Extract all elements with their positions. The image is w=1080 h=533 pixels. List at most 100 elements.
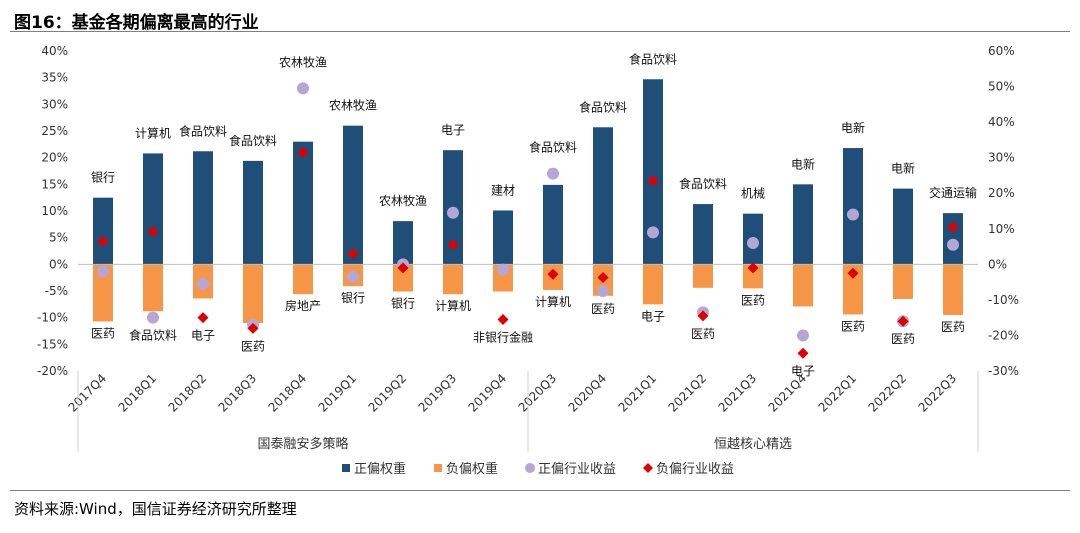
positive-industry-label: 农林牧渔 [329, 99, 377, 113]
positive-return-marker [847, 208, 859, 221]
source-note: 资料来源:Wind，国信证券经济研究所整理 [14, 500, 297, 518]
positive-return-marker [447, 206, 459, 219]
negative-return-marker [497, 313, 509, 325]
y-right-tick-label: -30% [988, 364, 1019, 378]
y-right-tick-label: -10% [988, 293, 1019, 307]
positive-weight-bar [393, 221, 413, 265]
negative-weight-bar [943, 264, 963, 315]
y-right-tick-label: 40% [988, 115, 1015, 129]
x-category-label: 2017Q4 [66, 371, 110, 415]
negative-weight-bar [93, 264, 113, 322]
legend-label: 负偏行业收益 [656, 462, 734, 477]
positive-industry-label: 机械 [741, 186, 765, 201]
positive-weight-bar [343, 125, 363, 265]
y-left-tick-label: 35% [41, 71, 68, 85]
positive-industry-label: 食品饮料 [629, 51, 677, 66]
negative-return-marker [297, 146, 309, 158]
x-category-label: 2019Q4 [466, 371, 510, 415]
legend-label: 正偏行业收益 [538, 462, 616, 477]
negative-return-marker [847, 267, 859, 279]
figure-title: 图16：基金各期偏离最高的行业 [14, 13, 259, 33]
positive-weight-bar [943, 213, 963, 265]
positive-weight-bar [243, 160, 263, 265]
y-right-tick-label: 30% [988, 151, 1015, 165]
positive-weight-bar [893, 188, 913, 265]
legend-swatch [434, 464, 442, 472]
negative-return-marker [897, 315, 909, 327]
x-category-label: 2020Q4 [566, 371, 610, 415]
negative-weight-bar [893, 264, 913, 299]
y-right-tick-label: 0% [988, 257, 1007, 271]
positive-return-marker [747, 237, 759, 249]
title-divider [10, 31, 1070, 32]
positive-industry-label: 农林牧渔 [279, 55, 327, 69]
positive-industry-label: 交通运输 [929, 185, 977, 200]
x-category-label: 2022Q1 [816, 371, 860, 415]
x-category-label: 2018Q3 [216, 371, 260, 415]
negative-industry-label: 电子 [791, 364, 815, 378]
positive-weight-bar [493, 210, 513, 265]
negative-return-marker [397, 262, 409, 274]
positive-weight-bar [593, 127, 613, 265]
negative-return-marker [697, 310, 709, 322]
legend-label: 负偏权重 [446, 461, 498, 477]
negative-industry-label: 食品饮料 [129, 328, 177, 343]
positive-return-marker [297, 82, 309, 95]
negative-industry-label: 房地产 [285, 298, 321, 313]
negative-industry-label: 非银行金融 [473, 329, 533, 344]
positive-weight-bar [293, 141, 313, 265]
negative-return-marker [197, 312, 209, 324]
y-left-tick-label: -10% [37, 311, 68, 325]
positive-return-marker [947, 238, 959, 251]
x-category-label: 2019Q2 [366, 371, 410, 415]
x-category-label: 2018Q4 [266, 371, 310, 415]
chart-canvas: -20% -15% -10% -5% 0% 5% 10% 15% 20% 25% 30% 35% 40%… [37, 44, 1019, 477]
negative-return-marker [747, 262, 759, 274]
negative-industry-label: 电子 [641, 309, 665, 323]
positive-return-marker [547, 167, 559, 180]
x-category-label: 2021Q1 [616, 371, 660, 415]
y-right-tick-label: 60% [988, 44, 1015, 58]
positive-industry-label: 银行 [91, 171, 115, 185]
negative-return-marker [647, 175, 659, 187]
y-left-tick-label: 10% [41, 204, 68, 218]
negative-industry-label: 医药 [241, 339, 265, 353]
x-category-label: 2018Q2 [166, 371, 210, 415]
positive-weight-bar [193, 151, 213, 265]
y-left-tick-label: 5% [49, 231, 68, 245]
positive-weight-bar [93, 197, 113, 265]
x-category-label: 2018Q1 [116, 371, 160, 415]
y-right-tick-label: 50% [988, 80, 1015, 94]
negative-industry-label: 医药 [891, 332, 915, 346]
y-left-tick-label: 20% [41, 151, 68, 165]
negative-return-marker [797, 347, 809, 359]
y-left-tick-label: -5% [45, 284, 68, 298]
negative-weight-bar [793, 264, 813, 307]
x-category-label: 2022Q3 [916, 371, 960, 415]
negative-weight-bar [693, 264, 713, 288]
negative-industry-label: 电子 [191, 329, 215, 343]
positive-return-marker [97, 265, 109, 278]
negative-weight-bar [643, 264, 663, 305]
negative-industry-label: 医药 [841, 319, 865, 333]
positive-weight-bar [693, 204, 713, 265]
positive-industry-label: 建材 [491, 183, 515, 197]
x-category-label: 2021Q4 [766, 371, 810, 415]
x-category-label: 2022Q2 [866, 371, 910, 415]
negative-return-marker [147, 226, 159, 238]
y-left-tick-label: 25% [41, 124, 68, 138]
y-right-tick-label: 20% [988, 186, 1015, 200]
negative-weight-bar [393, 264, 413, 292]
positive-industry-label: 电新 [841, 120, 865, 135]
positive-weight-bar [543, 184, 563, 265]
legend-label: 正偏权重 [354, 461, 406, 477]
positive-return-marker [797, 329, 809, 342]
negative-return-marker [247, 322, 259, 334]
positive-industry-label: 食品饮料 [179, 123, 227, 138]
negative-return-marker [97, 235, 109, 247]
negative-weight-bar [143, 264, 163, 312]
negative-weight-bar [243, 264, 263, 323]
positive-industry-label: 计算机 [135, 125, 171, 140]
group-label: 恒越核心精选 [714, 437, 792, 452]
legend-swatch [643, 463, 653, 473]
